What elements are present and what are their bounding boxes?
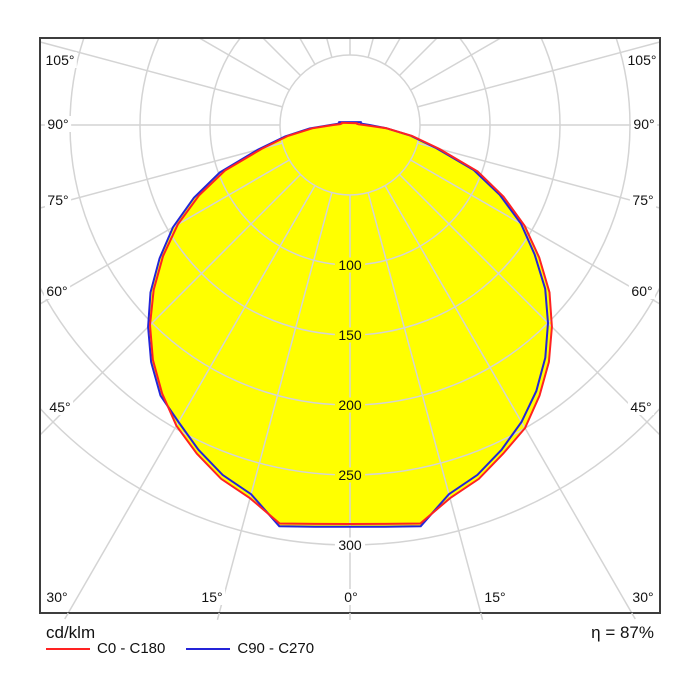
legend: C0 - C180 C90 - C270 (46, 640, 315, 658)
series-line-red (46, 648, 90, 651)
angle-label-bg (628, 283, 656, 299)
angle-label: 90° (47, 116, 68, 132)
radial-label: 150 (338, 327, 362, 343)
grid-spoke (417, 142, 660, 209)
angle-label-bg (629, 589, 657, 605)
grid-spoke (367, 192, 482, 613)
angle-label-bg (43, 52, 77, 68)
angle-label-bg (44, 192, 72, 208)
angle-label: 0° (344, 589, 357, 605)
radial-label: 250 (338, 467, 362, 483)
angle-label: 105° (46, 52, 75, 68)
angle-label-bg (629, 192, 657, 208)
angle-label: 60° (46, 283, 67, 299)
frame-tick (480, 612, 484, 620)
angle-label: 15° (484, 589, 505, 605)
radial-label-bg (334, 257, 366, 273)
grid-spoke (40, 159, 290, 305)
grid-spoke (67, 185, 316, 613)
angle-label: 90° (633, 116, 654, 132)
grid-spoke (40, 173, 302, 437)
radial-label: 200 (338, 397, 362, 413)
angle-label-bg (198, 589, 226, 605)
angle-label-bg (46, 399, 74, 415)
angle-label: 30° (46, 589, 67, 605)
grid-spoke (367, 38, 375, 58)
angle-label: 60° (631, 283, 652, 299)
angle-label-bg (625, 52, 659, 68)
series-line-blue (186, 648, 231, 651)
angle-label: 45° (49, 399, 70, 415)
radial-label-bg (334, 537, 366, 553)
angle-label-bg (630, 116, 658, 132)
frame-tick (631, 612, 636, 620)
grid-spoke (384, 185, 633, 613)
grid-spoke (398, 173, 660, 437)
angle-label: 75° (632, 192, 653, 208)
frame-tick (64, 612, 69, 620)
grid-spoke (40, 41, 283, 108)
angle-label-bg (43, 589, 71, 605)
series-label-c0-c180: C0 - C180 (97, 640, 166, 657)
series-label-c90-c270: C90 - C270 (237, 640, 315, 657)
radial-label: 300 (338, 537, 362, 553)
radial-label-bg (334, 327, 366, 343)
frame-tick (216, 612, 220, 620)
radial-label: 100 (338, 257, 362, 273)
grid-spoke (40, 142, 283, 209)
curve-c0-c180 (148, 121, 553, 526)
angle-label: 105° (628, 52, 657, 68)
grid-spoke (410, 159, 660, 305)
angle-label-bg (627, 399, 655, 415)
angle-label-bg (43, 283, 71, 299)
legend-item-c90-c270: C90 - C270 (186, 640, 315, 658)
efficiency-value: η = 87% (591, 623, 654, 642)
grid-spoke (197, 38, 290, 91)
legend-item-c0-c180: C0 - C180 (46, 640, 166, 658)
angle-label-bg (481, 589, 509, 605)
radial-label-bg (334, 467, 366, 483)
grid-spoke (410, 38, 503, 91)
angle-label-bg (341, 589, 361, 605)
unit-label: cd/klm (46, 623, 96, 642)
angle-label: 45° (630, 399, 651, 415)
angle-label: 75° (47, 192, 68, 208)
angle-label: 30° (632, 589, 653, 605)
grid-spoke (417, 41, 660, 108)
grid-spoke (325, 38, 333, 58)
angle-label: 15° (201, 589, 222, 605)
angle-label-bg (44, 116, 72, 132)
radial-label-bg (334, 397, 366, 413)
